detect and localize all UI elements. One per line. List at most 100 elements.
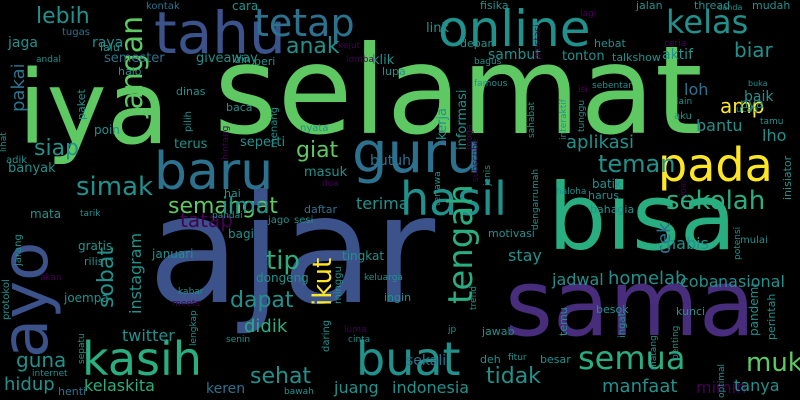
word: depan xyxy=(460,37,495,50)
word: aku xyxy=(674,111,692,122)
word: cinta xyxy=(348,335,371,345)
word: menang xyxy=(269,106,280,148)
word: pada xyxy=(658,138,773,192)
word: hasil xyxy=(400,172,507,226)
word: halo xyxy=(118,65,142,78)
word: inisiator xyxy=(781,155,794,200)
word: kejut xyxy=(338,41,361,51)
word: lho xyxy=(762,126,787,145)
word: lupa xyxy=(382,65,406,78)
word: famous xyxy=(474,79,508,89)
word: matang xyxy=(649,335,659,370)
word: instagram xyxy=(126,232,145,314)
word: lomba xyxy=(346,55,375,65)
word: dongeng xyxy=(256,271,309,285)
word: deh xyxy=(480,353,501,366)
word: guna xyxy=(16,348,67,372)
word: motivasi xyxy=(488,227,535,240)
word: meets xyxy=(172,299,201,309)
word: sambut xyxy=(488,47,541,63)
word: join xyxy=(679,179,689,196)
word: interaktif xyxy=(559,99,569,140)
word: bawah xyxy=(284,387,314,397)
word: seperti xyxy=(240,135,286,150)
word: online xyxy=(438,0,591,58)
word: jarang xyxy=(13,234,24,266)
word: muka xyxy=(746,348,800,378)
word: sepatu xyxy=(77,333,87,364)
word: jawab xyxy=(482,325,515,338)
word: joempa xyxy=(64,291,109,305)
word: guru xyxy=(352,121,482,186)
word: optimal xyxy=(717,363,727,398)
word: tanya xyxy=(734,376,780,395)
word: buat xyxy=(356,332,461,386)
word: dinas xyxy=(176,85,206,98)
word: keren xyxy=(206,381,246,397)
word: cara xyxy=(232,0,259,13)
word: selamat xyxy=(214,20,703,162)
word: temu xyxy=(557,307,570,336)
word: pakai xyxy=(8,63,29,112)
word: indonesia xyxy=(392,378,470,397)
word: sahabat xyxy=(527,101,537,138)
word: paket xyxy=(75,89,88,120)
word: tunggu xyxy=(577,99,587,132)
word: penting xyxy=(671,325,681,360)
word: buka xyxy=(748,79,768,88)
word: tidak xyxy=(486,364,541,389)
word: hidup xyxy=(4,374,55,395)
word: siap xyxy=(34,136,80,161)
word: bisa xyxy=(548,164,737,271)
word: pandemi xyxy=(747,283,761,336)
word: bintang xyxy=(221,125,231,160)
word: kunci xyxy=(676,305,706,318)
word: ceria xyxy=(664,39,687,49)
word: jp xyxy=(448,325,457,335)
word: homelab xyxy=(608,268,687,289)
word: juang xyxy=(334,378,379,397)
word: thread xyxy=(694,0,731,12)
word: amp xyxy=(720,94,765,118)
word: habis xyxy=(666,234,709,253)
word: trend xyxy=(469,286,479,310)
word: mimin xyxy=(696,378,747,397)
word: aktif xyxy=(662,47,693,63)
word: stay xyxy=(508,246,542,265)
word: jago xyxy=(268,215,290,226)
word: hai xyxy=(224,187,241,200)
word: harus xyxy=(588,189,619,202)
word: besok xyxy=(596,303,629,316)
word: twitter xyxy=(122,326,175,345)
word: nyata xyxy=(300,123,329,134)
word: giat xyxy=(296,138,339,163)
word: talkshow xyxy=(612,51,661,64)
word: baru xyxy=(154,142,274,202)
word: luma xyxy=(344,325,367,335)
word: jalan xyxy=(636,0,663,12)
word: beri xyxy=(254,55,276,68)
word: pandai xyxy=(212,211,243,221)
word: ingat xyxy=(617,312,628,338)
word: tamu xyxy=(760,117,784,127)
word: dapat xyxy=(230,288,294,313)
word: tertawa xyxy=(433,171,443,206)
word: rilis xyxy=(84,255,104,268)
word: loh xyxy=(684,80,709,99)
word: teman xyxy=(598,150,676,178)
word: tip xyxy=(266,246,300,276)
word: sebentar xyxy=(592,81,632,91)
word: didik xyxy=(244,316,288,337)
word: besar xyxy=(540,353,571,366)
word: iya xyxy=(18,49,170,168)
word: adik xyxy=(6,155,28,166)
word: sekolah xyxy=(666,186,766,216)
word: ucap xyxy=(736,105,758,115)
word: tarik xyxy=(80,209,101,219)
word: semangat xyxy=(168,194,278,219)
word: hebat xyxy=(594,37,626,50)
word: tingkat xyxy=(342,249,385,263)
word: aplikasi xyxy=(566,132,634,153)
word: andal xyxy=(36,55,61,65)
word: fisika xyxy=(480,0,509,12)
